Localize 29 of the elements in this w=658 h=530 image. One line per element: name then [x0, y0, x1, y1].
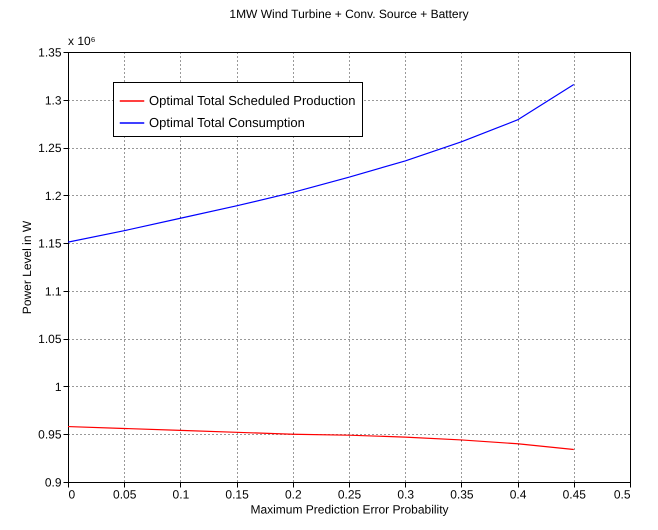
- x-tick-label: 0.25: [338, 488, 362, 502]
- x-tick-label: 0.45: [562, 488, 586, 502]
- y-tick-label: 1.2: [44, 188, 62, 203]
- y-tick-label: 0.95: [38, 428, 62, 442]
- line-series: [68, 426, 574, 450]
- x-tick-label: 0.3: [397, 488, 414, 502]
- y-tick-label: 1.05: [38, 332, 62, 346]
- x-tick-label: 0: [68, 488, 76, 502]
- legend-label: Optimal Total Scheduled Production: [149, 93, 356, 108]
- x-tick-label: 0.5: [614, 488, 631, 502]
- x-tick-label: 0.1: [172, 488, 190, 502]
- x-tick-label: 0.15: [225, 488, 250, 502]
- y-tick-label: 1.15: [38, 236, 62, 251]
- x-tick-label: 0.4: [510, 488, 527, 502]
- text: x 10⁶: [68, 34, 96, 48]
- y-tick-label: 1.3: [44, 93, 62, 108]
- y-tick-label: 0.9: [44, 476, 62, 490]
- y-tick-label: 1.25: [38, 141, 62, 156]
- y-tick-label: 1.35: [38, 46, 62, 60]
- x-axis-title: Maximum Prediction Error Probability: [250, 502, 449, 516]
- chart-title: 1MW Wind Turbine + Conv. Source + Battery: [229, 7, 469, 21]
- line-series: [68, 84, 574, 243]
- y-axis-title: Power Level in W: [20, 220, 34, 314]
- x-tick-label: 0.05: [113, 488, 137, 502]
- legend-label: Optimal Total Consumption: [149, 115, 305, 130]
- x-tick-label: 0.2: [284, 488, 302, 502]
- y-tick-label: 1.1: [44, 284, 62, 298]
- x-tick-label: 0.35: [450, 488, 474, 502]
- y-tick-label: 1: [54, 380, 62, 394]
